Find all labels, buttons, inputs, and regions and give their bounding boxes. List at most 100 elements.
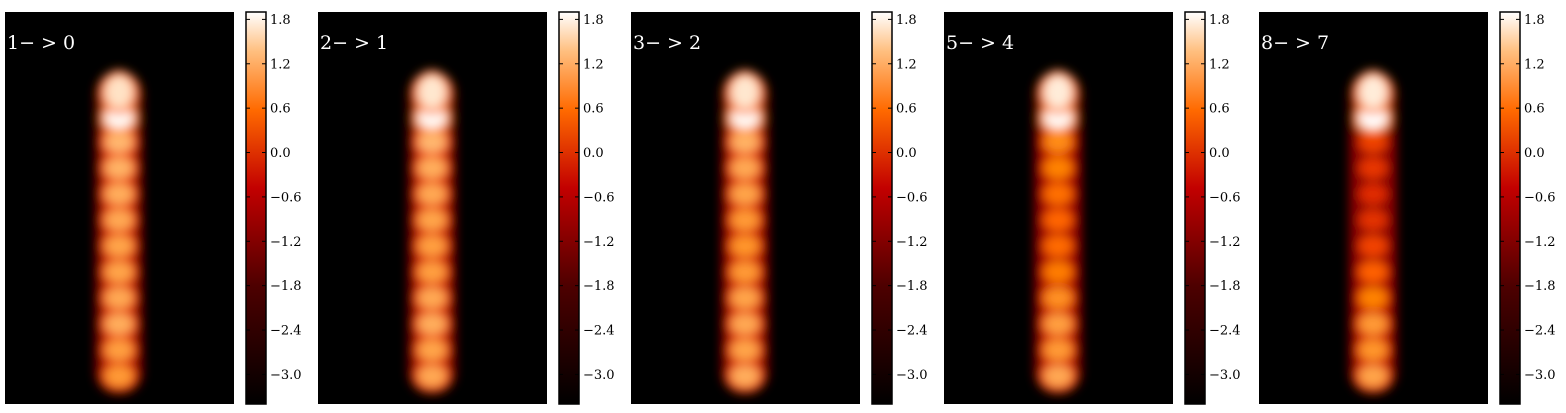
colorbar: 1.8 1.2 0.6 0.0 −0.6 −1.2 −1.8 −2.4 −3.0 [871,11,928,405]
colorbar-frame [871,11,893,405]
colorbar-tick-label: 0.6 [270,102,291,117]
density-blob [1359,313,1387,335]
density-blob [731,209,759,231]
colorbar-tick-label: −0.6 [270,190,302,205]
density-blob [731,287,759,309]
density-blob [1359,209,1387,231]
density-blob [105,261,133,283]
colorbar-tick-label: 1.8 [896,13,917,28]
colorbar-tick-label: −0.6 [1524,190,1556,205]
colorbar-tick-label: −3.0 [1209,368,1241,383]
density-blob [731,183,759,205]
density-blob [1044,261,1072,283]
colorbar-gradient [1500,12,1520,404]
panel-label: 1− > 0 [7,32,75,54]
panel-2: 2− > 1 1.8 1.2 0.6 0.0 −0.6 −1.2 −1.8 −2.4 −3.0 [318,11,615,405]
colorbar-gradient [559,12,579,404]
density-blob [1359,107,1387,129]
colorbar-tick-label: 1.2 [270,57,291,72]
colorbar-tick-label: 0.6 [583,102,604,117]
colorbar-tick-label: −1.8 [1524,279,1556,294]
colorbar-tick-label: −0.6 [1209,190,1241,205]
colorbar-tick-label: −1.2 [896,235,928,250]
density-blob [1359,183,1387,205]
colorbar-tick-label: 0.0 [896,146,917,161]
colorbar-tick-label: −1.2 [583,235,615,250]
colorbar-tick-label: 1.2 [1209,57,1230,72]
colorbar-tick-label: 0.6 [1209,102,1230,117]
density-blob [731,107,759,129]
density-blob [1044,235,1072,257]
colorbar-tick-label: −2.4 [583,324,615,339]
colorbar-tick-label: −3.0 [896,368,928,383]
colorbar-frame [1184,11,1206,405]
panel-label: 2− > 1 [320,32,388,54]
colorbar-tick-label: −1.2 [1524,235,1556,250]
density-blob [731,339,759,361]
density-blob [731,313,759,335]
colorbar-tick-label: −3.0 [583,368,615,383]
colorbar-tick-label: −1.8 [896,279,928,294]
colorbar-tick-label: −3.0 [1524,368,1556,383]
colorbar-gradient [1185,12,1205,404]
density-blob [1044,75,1072,109]
density-blob [1044,313,1072,335]
density-blob [731,157,759,179]
colorbar-tick-label: 1.8 [583,13,604,28]
colorbar: 1.8 1.2 0.6 0.0 −0.6 −1.2 −1.8 −2.4 −3.0 [245,11,302,405]
colorbar-tick-label: 0.0 [583,146,604,161]
density-blob [1044,287,1072,309]
panel-1: 1− > 0 1.8 1.2 0.6 0.0 −0.6 −1.2 −1.8 −2.4 −3.0 [5,11,302,405]
density-blob [1044,209,1072,231]
density-blob [1044,131,1072,153]
density-blob [1359,287,1387,309]
colorbar-tick-label: −1.8 [270,279,302,294]
colorbar-tick-label: 1.8 [1209,13,1230,28]
colorbar-tick-label: 0.0 [1524,146,1545,161]
density-column [1034,70,1082,394]
colorbar: 1.8 1.2 0.6 0.0 −0.6 −1.2 −1.8 −2.4 −3.0 [1184,11,1241,405]
colorbar-tick-label: −0.6 [583,190,615,205]
density-blob [418,183,446,205]
colorbar-tick-label: −2.4 [270,324,302,339]
density-blob [105,131,133,153]
density-blob [105,75,133,109]
density-column [408,70,456,394]
density-column [1349,70,1397,394]
colorbar-tick-label: 1.8 [270,13,291,28]
colorbar-tick-label: −1.8 [583,279,615,294]
colorbar-tick-label: 0.0 [1209,146,1230,161]
density-blob [1359,75,1387,109]
density-blob [1359,235,1387,257]
density-blob [418,313,446,335]
colorbar-tick-label: −1.8 [1209,279,1241,294]
colorbar-tick-label: 1.8 [1524,13,1545,28]
colorbar-tick-label: −0.6 [896,190,928,205]
colorbar-tick-label: −1.2 [270,235,302,250]
colorbar-frame [245,11,267,405]
density-blob [105,365,133,387]
density-blob [418,287,446,309]
panel-5: 8− > 7 1.8 1.2 0.6 0.0 −0.6 −1.2 −1.8 −2.4 −3.0 [1259,11,1556,405]
density-blob [418,235,446,257]
density-blob [731,131,759,153]
density-blob [1044,157,1072,179]
density-blob [1044,107,1072,129]
colorbar-frame [558,11,580,405]
density-blob [731,261,759,283]
density-blob [105,209,133,231]
density-blob [731,75,759,109]
density-blob [418,75,446,109]
density-blob [105,287,133,309]
density-blob [418,107,446,129]
colorbar-gradient [872,12,892,404]
density-blob [1359,157,1387,179]
density-blob [105,313,133,335]
panel-label: 5− > 4 [946,32,1014,54]
colorbar-tick-label: −2.4 [1209,324,1241,339]
panel-label: 3− > 2 [633,32,701,54]
density-blob [105,339,133,361]
colorbar-tick-label: 0.6 [1524,102,1545,117]
colorbar-tick-label: −2.4 [896,324,928,339]
density-blob [105,157,133,179]
